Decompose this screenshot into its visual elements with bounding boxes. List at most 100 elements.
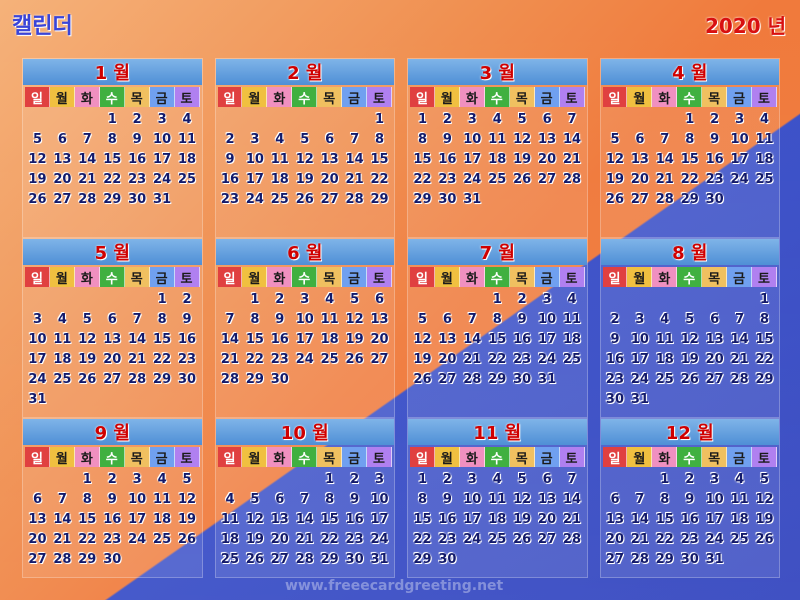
days-grid: 1 2 3 4 5 6 7 8 9 10 11 12 13 14 15 16 17 18 19 20 21 22 23 24 2…: [25, 469, 200, 569]
day-cell: 1: [417, 471, 427, 487]
day-cell: 17: [153, 151, 172, 167]
day-cell: 7: [300, 491, 310, 507]
weekday-label: 월: [242, 87, 268, 107]
day-cell: 17: [370, 511, 389, 527]
weekday-label: 금: [534, 87, 560, 107]
day-cell: 6: [710, 311, 720, 327]
weekday-label: 수: [677, 267, 703, 287]
day-cell: 1: [375, 111, 385, 127]
day-cell: 29: [413, 191, 432, 207]
empty-day-cell: [342, 109, 367, 129]
empty-day-cell: [652, 109, 677, 129]
empty-day-cell: [267, 109, 292, 129]
months-grid: 1 월 일 월 화 수 목 금 토 1 2 3 4 5 6 7 8 9 10 11 12 13 14 15 16 17 18 19 2…: [22, 58, 780, 578]
day-cell: 27: [370, 351, 389, 367]
day-cell: 27: [438, 371, 457, 387]
day-cell: 7: [57, 491, 67, 507]
day-cell: 26: [28, 191, 47, 207]
day-cell: 21: [78, 171, 97, 187]
day-cell: 20: [370, 331, 389, 347]
month-title: 7 월: [408, 239, 587, 265]
day-cell: 23: [270, 351, 289, 367]
day-cell: 3: [250, 131, 260, 147]
weekday-label: 금: [727, 267, 753, 287]
day-cell: 14: [220, 331, 239, 347]
day-cell: 15: [413, 511, 432, 527]
day-cell: 24: [463, 531, 482, 547]
day-cell: 3: [32, 311, 42, 327]
day-cell: 19: [605, 171, 624, 187]
day-cell: 22: [680, 171, 699, 187]
day-cell: 1: [157, 291, 167, 307]
day-cell: 6: [325, 131, 335, 147]
days-grid: 1 2 3 4 5 6 7 8 9 10 11 12 13 14 15 16 17 18 19 20 21 22 23 24 2…: [410, 109, 585, 209]
day-cell: 28: [345, 191, 364, 207]
day-cell: 28: [562, 171, 582, 187]
day-cell: 16: [177, 331, 197, 347]
day-cell: 15: [320, 511, 339, 527]
weekday-label: 수: [99, 447, 125, 467]
weekday-label: 월: [627, 447, 653, 467]
empty-day-cell: [125, 289, 150, 309]
month-panel: 12 월 일 월 화 수 목 금 토 1 2 3 4 5 6 7 8 9 10 11 12 13 14 15 16 17 18 19…: [599, 418, 780, 578]
day-cell: 20: [705, 351, 724, 367]
day-cell: 5: [517, 471, 527, 487]
day-cell: 25: [488, 531, 507, 547]
day-cell: 21: [463, 351, 482, 367]
day-cell: 10: [730, 131, 749, 147]
day-cell: 6: [542, 111, 552, 127]
day-cell: 3: [467, 111, 477, 127]
empty-day-cell: [75, 289, 100, 309]
weekday-label: 목: [509, 447, 535, 467]
day-cell: 5: [610, 131, 620, 147]
day-cell: 23: [177, 351, 197, 367]
empty-day-cell: [100, 289, 125, 309]
day-cell: 24: [295, 351, 314, 367]
day-cell: 11: [488, 491, 507, 507]
day-cell: 3: [467, 471, 477, 487]
day-cell: 20: [103, 351, 122, 367]
day-cell: 24: [730, 171, 749, 187]
day-cell: 24: [153, 171, 172, 187]
day-cell: 23: [605, 371, 624, 387]
day-cell: 1: [492, 291, 502, 307]
day-cell: 29: [488, 371, 507, 387]
weekday-label: 금: [342, 267, 368, 287]
day-cell: 18: [730, 511, 749, 527]
day-cell: 28: [295, 551, 314, 567]
month-panel: 5 월 일 월 화 수 목 금 토 1 2 3 4 5 6 7 8 9 10 11 12 13 14 15 16 17 18 19 2…: [22, 238, 203, 418]
day-cell: 21: [562, 151, 582, 167]
day-cell: 4: [57, 311, 67, 327]
day-cell: 25: [562, 351, 582, 367]
day-cell: 12: [513, 131, 532, 147]
day-cell: 4: [325, 291, 335, 307]
weekday-label: 금: [149, 447, 175, 467]
weekday-label: 일: [25, 447, 50, 467]
day-cell: 17: [245, 171, 264, 187]
day-cell: 13: [605, 511, 624, 527]
day-cell: 1: [417, 111, 427, 127]
day-cell: 31: [538, 371, 557, 387]
day-cell: 19: [78, 351, 97, 367]
day-cell: 12: [28, 151, 47, 167]
weekday-label: 목: [702, 447, 728, 467]
day-cell: 25: [755, 171, 774, 187]
day-cell: 13: [538, 491, 557, 507]
day-cell: 11: [177, 131, 197, 147]
day-cell: 22: [413, 531, 432, 547]
month-title: 6 월: [215, 239, 394, 265]
day-cell: 29: [755, 371, 774, 387]
weekday-label: 월: [434, 267, 460, 287]
day-cell: 30: [438, 551, 457, 567]
day-cell: 17: [128, 511, 147, 527]
day-cell: 27: [270, 551, 289, 567]
empty-day-cell: [627, 469, 652, 489]
day-cell: 27: [705, 371, 724, 387]
day-cell: 11: [488, 131, 507, 147]
weekday-label: 일: [25, 267, 50, 287]
day-cell: 19: [755, 511, 774, 527]
day-cell: 6: [32, 491, 42, 507]
day-cell: 14: [345, 151, 364, 167]
